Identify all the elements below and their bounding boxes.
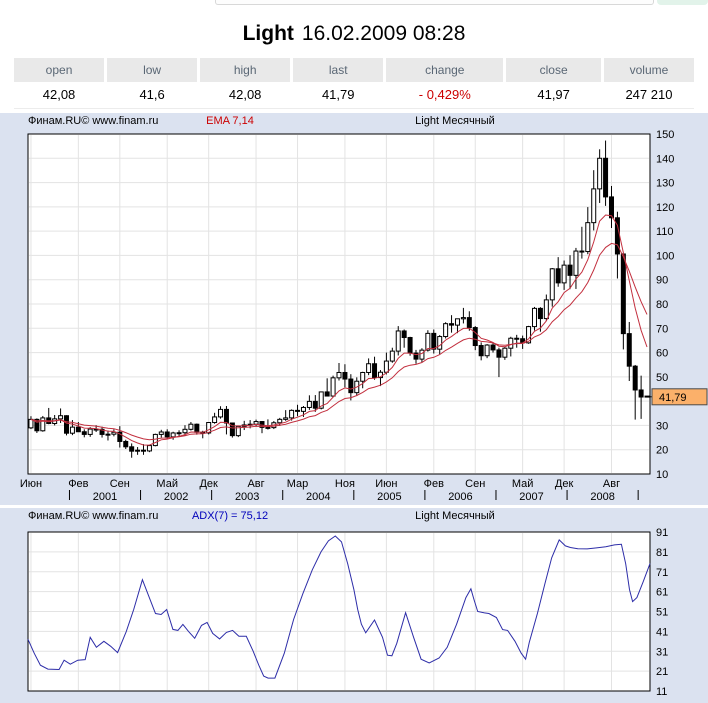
svg-text:150: 150 — [656, 129, 674, 141]
svg-text:2003: 2003 — [235, 491, 259, 503]
svg-text:30: 30 — [656, 420, 668, 432]
svg-text:50: 50 — [656, 372, 668, 384]
svg-text:11: 11 — [656, 686, 667, 698]
quote-table-value-row: 42,08 41,6 42,08 41,79 - 0,429% 41,97 24… — [14, 82, 694, 109]
svg-text:60: 60 — [656, 348, 668, 360]
branding-label: Финам.RU© www.finam.ru — [28, 510, 159, 522]
svg-text:51: 51 — [656, 607, 668, 619]
header-open: open — [14, 58, 105, 82]
svg-text:Май: Май — [512, 478, 534, 490]
svg-text:Май: Май — [156, 478, 178, 490]
quote-datetime: 16.02.2009 08:28 — [301, 22, 466, 45]
svg-text:31: 31 — [656, 646, 668, 658]
series-label: Light Месячный — [415, 510, 495, 522]
svg-text:110: 110 — [656, 226, 674, 238]
header-close: close — [506, 58, 601, 82]
toolbar-button-remnant[interactable] — [657, 0, 708, 5]
adx-chart: 91 81 71 61 51 41 31 21 11 — [27, 527, 668, 698]
svg-text:20: 20 — [656, 445, 668, 457]
header-change: change — [386, 58, 504, 82]
svg-text:120: 120 — [656, 202, 674, 214]
svg-text:Мар: Мар — [287, 478, 309, 490]
svg-text:Сен: Сен — [465, 478, 485, 490]
header-low: low — [107, 58, 198, 82]
svg-text:2001: 2001 — [93, 491, 117, 503]
svg-text:41: 41 — [656, 626, 668, 638]
svg-text:2004: 2004 — [306, 491, 330, 503]
toolbar-input-remnant — [215, 0, 654, 5]
svg-text:Авг: Авг — [603, 478, 620, 490]
svg-text:41,79: 41,79 — [659, 392, 687, 404]
main-chart-panel: Финам.RU© www.finam.ru EMA 7,14 Light Ме… — [0, 113, 708, 505]
header-last: last — [293, 58, 384, 82]
svg-text:Ноя: Ноя — [335, 478, 355, 490]
quote-table-header-row: open low high last change close volume — [14, 58, 694, 82]
value-high: 42,08 — [200, 82, 291, 108]
adx-chart-header: Финам.RU© www.finam.ru ADX(7) = 75,12 Li… — [0, 510, 708, 526]
svg-text:71: 71 — [656, 567, 668, 579]
value-open: 42,08 — [14, 82, 105, 108]
svg-text:Июн: Июн — [375, 478, 397, 490]
svg-text:Дек: Дек — [555, 478, 574, 490]
value-volume: 247 210 — [603, 82, 694, 108]
series-label: Light Месячный — [415, 115, 495, 127]
svg-text:2002: 2002 — [164, 491, 188, 503]
svg-text:Авг: Авг — [247, 478, 264, 490]
ema-label: EMA 7,14 — [206, 115, 254, 127]
svg-text:Фев: Фев — [424, 478, 444, 490]
symbol-name: Light — [242, 22, 294, 45]
svg-text:90: 90 — [656, 275, 668, 287]
adx-chart-panel: Финам.RU© www.finam.ru ADX(7) = 75,12 Li… — [0, 508, 708, 703]
value-close: 41,97 — [506, 82, 601, 108]
value-last: 41,79 — [293, 82, 384, 108]
svg-text:70: 70 — [656, 323, 668, 335]
svg-text:91: 91 — [656, 527, 668, 539]
svg-text:100: 100 — [656, 250, 674, 262]
candlestick-chart: 150 140 130 120 110 100 90 80 70 60 50 30 20 10 41,79 И… — [20, 129, 708, 503]
page-title: Light 16.02.2009 08:28 — [0, 22, 708, 46]
svg-text:Сен: Сен — [110, 478, 130, 490]
svg-text:2007: 2007 — [519, 491, 543, 503]
svg-text:10: 10 — [656, 469, 668, 481]
svg-text:2005: 2005 — [377, 491, 401, 503]
svg-text:140: 140 — [656, 153, 674, 165]
svg-text:61: 61 — [656, 587, 668, 599]
value-low: 41,6 — [107, 82, 198, 108]
value-change: - 0,429% — [386, 82, 504, 108]
svg-text:Июн: Июн — [20, 478, 42, 490]
header-volume: volume — [603, 58, 694, 82]
svg-text:81: 81 — [656, 547, 668, 559]
quote-table: open low high last change close volume 4… — [14, 58, 694, 109]
svg-text:2008: 2008 — [590, 491, 614, 503]
header-high: high — [200, 58, 291, 82]
svg-text:80: 80 — [656, 299, 668, 311]
svg-text:130: 130 — [656, 178, 674, 190]
svg-text:Фев: Фев — [68, 478, 88, 490]
adx-value-label: ADX(7) = 75,12 — [191, 510, 269, 522]
svg-text:21: 21 — [656, 666, 668, 678]
svg-text:Дек: Дек — [199, 478, 218, 490]
branding-label: Финам.RU© www.finam.ru — [28, 115, 159, 127]
svg-text:2006: 2006 — [448, 491, 472, 503]
main-chart-header: Финам.RU© www.finam.ru EMA 7,14 Light Ме… — [0, 115, 708, 131]
